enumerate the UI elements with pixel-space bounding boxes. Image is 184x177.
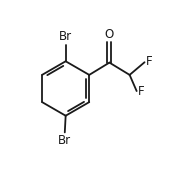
Text: O: O: [105, 28, 114, 41]
Text: F: F: [138, 85, 145, 98]
Text: F: F: [146, 55, 153, 68]
Text: Br: Br: [59, 30, 72, 43]
Text: Br: Br: [58, 134, 71, 147]
